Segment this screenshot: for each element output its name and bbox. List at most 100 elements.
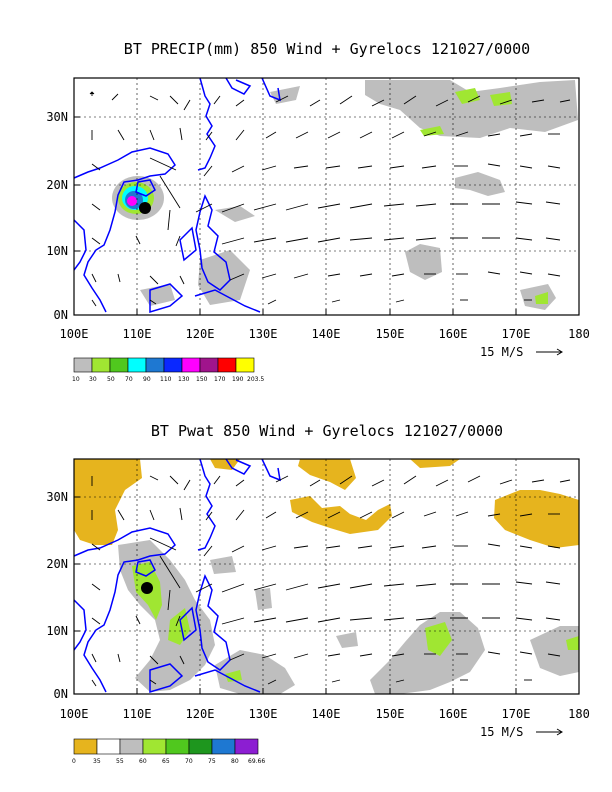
pwat-area	[530, 626, 579, 676]
pwat-area	[298, 459, 356, 490]
pwat-panel: BT Pwat 850 Wind + Gyrelocs 121027/0000	[46, 422, 590, 765]
legend-label: 80	[231, 758, 239, 765]
legend-label: 190	[232, 376, 244, 383]
precip-area	[215, 206, 255, 222]
y-axis-labels: 30N 20N 10N 0N	[46, 110, 68, 322]
x-tick-label: 100E	[60, 327, 89, 341]
legend-swatch	[234, 738, 259, 755]
y-tick-label: 0N	[54, 308, 68, 322]
precip-area	[455, 88, 480, 104]
vector-reference-label: 15 M/S	[480, 725, 523, 739]
legend-swatch	[163, 357, 183, 373]
y-tick-label: 30N	[46, 490, 68, 504]
color-legend	[73, 357, 255, 373]
pwat-area	[225, 670, 242, 682]
legend-swatch	[127, 357, 147, 373]
gyre-location	[141, 582, 153, 594]
legend-label: 10	[72, 376, 80, 383]
coastline	[74, 78, 281, 314]
legend-label: 35	[93, 758, 101, 765]
legend-label: 30	[89, 376, 97, 383]
precip-core	[127, 196, 137, 206]
x-tick-label: 160E	[439, 327, 468, 341]
pwat-area	[74, 459, 142, 545]
legend-label: 203.5	[247, 376, 264, 383]
x-tick-label: 120E	[186, 707, 215, 721]
pwat-area	[290, 496, 392, 534]
x-tick-label: 170E	[502, 707, 531, 721]
legend-label: 70	[125, 376, 133, 383]
legend-label: 69.66	[248, 758, 265, 765]
legend-swatch	[109, 357, 129, 373]
precip-area	[420, 126, 444, 136]
precip-map	[74, 78, 579, 315]
legend-label: 170	[214, 376, 226, 383]
legend-swatch	[73, 357, 93, 373]
panel-title: BT Pwat 850 Wind + Gyrelocs 121027/0000	[151, 422, 503, 440]
pwat-area	[210, 556, 236, 574]
vector-reference: 15 M/S	[480, 345, 563, 359]
pwat-area	[410, 459, 460, 468]
legend-label: 150	[196, 376, 208, 383]
precip-area	[140, 284, 175, 306]
precip-area	[270, 86, 300, 104]
precip-area	[405, 244, 442, 280]
legend-swatch	[199, 357, 219, 373]
legend-swatch	[235, 357, 255, 373]
x-tick-label: 110E	[123, 327, 152, 341]
y-axis-labels: 30N 20N 10N 0N	[46, 490, 68, 701]
legend-swatch	[181, 357, 201, 373]
pwat-area	[370, 612, 485, 694]
precip-panel: BT PRECIP(mm) 850 Wind + Gyrelocs 121027…	[46, 40, 590, 383]
y-tick-label: 30N	[46, 110, 68, 124]
pwat-area	[425, 622, 452, 656]
x-tick-label: 160E	[439, 707, 468, 721]
legend-swatch	[96, 738, 121, 755]
x-tick-label: 180	[568, 327, 590, 341]
x-tick-label: 140E	[312, 707, 341, 721]
color-legend	[73, 738, 259, 755]
axis-ticks	[74, 116, 517, 315]
panel-title: BT PRECIP(mm) 850 Wind + Gyrelocs 121027…	[124, 40, 530, 58]
legend-swatch	[91, 357, 111, 373]
pwat-area	[215, 650, 295, 694]
legend-swatch	[73, 738, 98, 755]
pwat-map	[74, 459, 579, 694]
vector-reference: 15 M/S	[480, 725, 563, 739]
precip-area	[490, 92, 512, 106]
legend-swatch	[145, 357, 165, 373]
x-axis-labels: 100E 110E 120E 130E 140E 150E 160E 170E …	[60, 327, 590, 341]
y-tick-label: 20N	[46, 178, 68, 192]
legend-swatch	[217, 357, 237, 373]
legend-labels: 10 30 50 70 90 110 130 150 170 190 203.5	[72, 376, 264, 383]
vector-reference-label: 15 M/S	[480, 345, 523, 359]
legend-label: 0	[72, 758, 76, 765]
pwat-area	[336, 632, 358, 648]
legend-label: 50	[107, 376, 115, 383]
legend-swatch	[211, 738, 236, 755]
x-tick-label: 150E	[376, 707, 405, 721]
legend-swatch	[142, 738, 167, 755]
x-tick-label: 130E	[249, 707, 278, 721]
x-tick-label: 180	[568, 707, 590, 721]
legend-label: 110	[160, 376, 172, 383]
precip-area	[535, 292, 548, 304]
axis-ticks	[74, 496, 517, 694]
legend-label: 55	[116, 758, 124, 765]
legend-label: 130	[178, 376, 190, 383]
x-tick-label: 120E	[186, 327, 215, 341]
y-tick-label: 20N	[46, 557, 68, 571]
coastline	[74, 459, 281, 694]
legend-label: 60	[139, 758, 147, 765]
y-tick-label: 0N	[54, 687, 68, 701]
y-tick-label: 10N	[46, 244, 68, 258]
legend-labels: 0 35 55 60 65 70 75 80 69.66	[72, 758, 265, 765]
vector-reference-arrow	[536, 348, 563, 356]
legend-label: 90	[143, 376, 151, 383]
gyre-location	[139, 202, 151, 214]
x-tick-label: 150E	[376, 327, 405, 341]
precip-area	[365, 80, 578, 138]
x-tick-label: 130E	[249, 327, 278, 341]
x-tick-label: 140E	[312, 327, 341, 341]
